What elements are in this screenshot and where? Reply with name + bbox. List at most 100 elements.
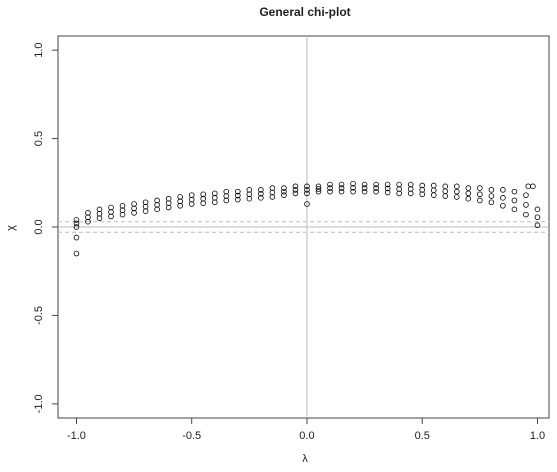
point [235,192,241,199]
y-tick-label: 0.5 [33,131,45,146]
point [258,187,264,193]
point [442,193,449,199]
point [384,189,391,196]
x-tick-label: 1.0 [530,430,545,442]
y-tick-label: 0.0 [33,219,45,234]
point [534,222,541,229]
point [258,195,264,201]
point [292,190,299,197]
point [500,187,506,193]
point [304,201,310,207]
point [281,185,287,191]
point [477,185,483,191]
point [350,184,356,191]
point [235,188,241,195]
point [235,196,241,203]
point [350,188,356,195]
point [246,195,253,202]
point [338,188,345,195]
point [327,181,333,188]
point [281,188,287,195]
point [525,183,532,190]
point [292,187,299,193]
point [384,185,391,192]
point [453,188,460,195]
point [142,208,149,214]
point [373,185,379,191]
point [419,191,426,198]
point [384,181,391,188]
point [430,182,437,189]
point [373,181,379,188]
point [511,197,518,204]
point [73,220,80,227]
point [85,218,91,225]
point [523,202,529,208]
point [373,188,379,195]
point [165,204,172,211]
y-tick-label: -1.0 [33,394,45,413]
point [500,202,506,209]
point [534,206,541,213]
point [96,215,103,221]
point [73,250,80,257]
x-tick-label: -0.5 [182,430,201,442]
point [477,191,483,198]
point [488,187,495,193]
point [315,188,322,195]
point [338,185,345,191]
point [488,199,495,206]
point [200,200,207,206]
point [430,187,437,194]
point [361,188,368,195]
point [396,190,402,197]
point [315,183,322,190]
point [327,188,333,195]
point [350,180,356,187]
point [442,183,449,190]
point [154,206,160,213]
point [442,188,449,195]
point [258,190,264,197]
point [488,193,495,199]
point [73,217,80,223]
point [292,183,299,190]
point [315,186,322,192]
point [407,190,414,197]
point [453,183,460,190]
chart-title: General chi-plot [259,5,350,19]
point [108,213,114,220]
point [430,192,437,198]
point [304,190,310,197]
x-axis-label: λ [302,453,308,465]
point [511,206,518,213]
point [73,234,80,241]
y-axis-label: χ [5,225,17,231]
point [465,190,472,197]
point [465,195,472,202]
point [177,202,183,209]
x-tick-label: -1.0 [67,430,86,442]
point [281,192,287,198]
point [477,197,483,204]
point [188,201,195,207]
point [523,211,529,218]
point [73,224,80,230]
point [453,194,460,200]
y-tick-label: -0.5 [33,306,45,325]
point [327,185,333,191]
point [119,211,126,218]
point [361,181,368,188]
x-tick-label: 0.5 [415,430,430,442]
point [530,183,536,190]
point [131,210,137,216]
point [304,187,310,193]
x-tick-label: 0.0 [299,430,314,442]
point [338,181,345,188]
point [465,185,472,191]
point [304,183,310,190]
point [511,188,518,195]
point [223,197,230,204]
point [500,195,506,201]
